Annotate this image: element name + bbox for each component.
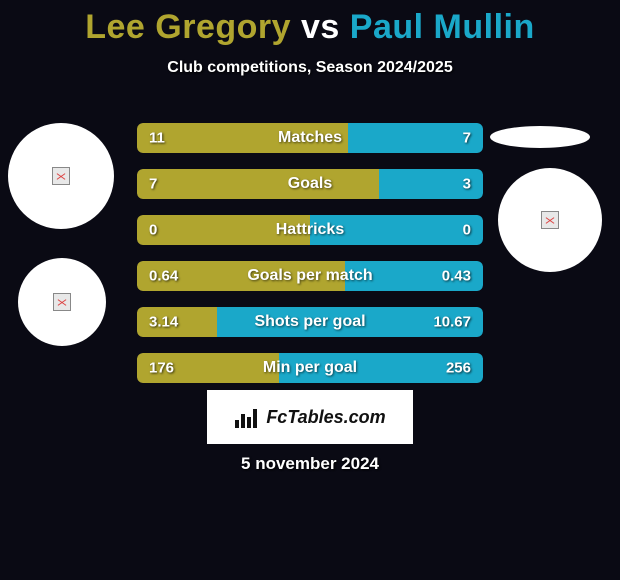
stat-bar-left: [137, 169, 379, 199]
player2-name: Paul Mullin: [350, 8, 535, 46]
stat-row: Hattricks00: [137, 215, 483, 245]
broken-image-icon: [53, 293, 71, 311]
stat-bar-left: [137, 353, 279, 383]
stat-bar-left: [137, 307, 217, 337]
avatar-circle-left-1: [8, 123, 114, 229]
stat-row: Min per goal176256: [137, 353, 483, 383]
comparison-title: Lee Gregory vs Paul Mullin: [0, 0, 620, 47]
subtitle: Club competitions, Season 2024/2025: [0, 59, 620, 77]
stat-bar-right: [310, 215, 483, 245]
stat-row: Shots per goal3.1410.67: [137, 307, 483, 337]
decorative-ellipse: [490, 126, 590, 148]
stat-bar-right: [379, 169, 483, 199]
stat-bar-left: [137, 215, 310, 245]
stat-bar-right: [348, 123, 483, 153]
brand-text: FcTables.com: [266, 407, 385, 428]
brand-badge: FcTables.com: [207, 390, 413, 444]
broken-image-icon: [541, 211, 559, 229]
stat-bar-right: [279, 353, 483, 383]
stat-row: Matches117: [137, 123, 483, 153]
stats-bars: Matches117 Goals73 Hattricks00 Goals per ma…: [137, 123, 483, 399]
stat-bar-left: [137, 123, 348, 153]
brand-bars-icon: [234, 406, 260, 428]
stat-row: Goals per match0.640.43: [137, 261, 483, 291]
stat-bar-left: [137, 261, 345, 291]
stat-bar-right: [217, 307, 483, 337]
player1-name: Lee Gregory: [85, 8, 291, 46]
vs-text: vs: [301, 8, 340, 46]
stat-bar-right: [345, 261, 483, 291]
stat-row: Goals73: [137, 169, 483, 199]
date-text: 5 november 2024: [0, 454, 620, 474]
avatar-circle-left-2: [18, 258, 106, 346]
avatar-circle-right: [498, 168, 602, 272]
broken-image-icon: [52, 167, 70, 185]
